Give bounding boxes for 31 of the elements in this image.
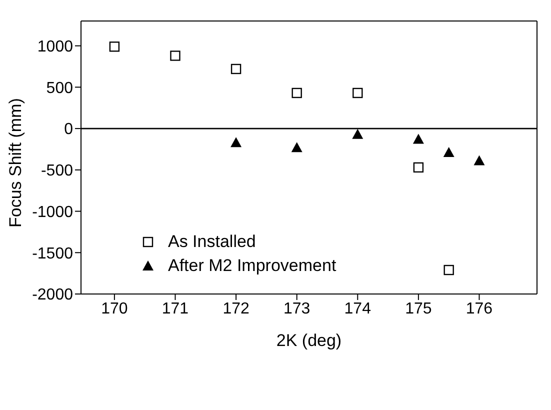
point (412, 134, 424, 144)
x-tick-label: 170 (101, 300, 128, 318)
point (292, 88, 302, 98)
legend-label: After M2 Improvement (168, 256, 336, 276)
point (170, 50, 180, 61)
point (474, 155, 485, 166)
x-tick-label: 172 (222, 300, 250, 318)
x-tick-label: 171 (162, 300, 189, 318)
point (352, 88, 363, 98)
point (444, 264, 454, 276)
y-tick-label: -500 (40, 162, 74, 180)
point (352, 128, 364, 139)
y-tick-label: 500 (46, 80, 74, 97)
point (109, 42, 120, 52)
legend-label: As Installed (168, 232, 256, 252)
y-tick-label: -1000 (32, 204, 74, 221)
point (230, 137, 242, 148)
point (291, 142, 302, 152)
point (443, 147, 454, 158)
x-tick-label: 174 (344, 300, 372, 318)
point (230, 64, 242, 74)
y-tick-label: 0 (64, 121, 74, 138)
x-axis-title: 2K (deg) (276, 331, 342, 350)
x-tick-label: 175 (405, 300, 432, 318)
y-tick-label: -1500 (32, 245, 74, 262)
x-tick-label: 176 (466, 300, 493, 318)
y-tick-label: -2000 (32, 286, 74, 304)
y-axis-title: Focus Shift (mm) (6, 98, 26, 228)
x-tick-label: 173 (283, 300, 310, 318)
y-tick-label: 1000 (37, 38, 74, 56)
point (413, 162, 424, 173)
